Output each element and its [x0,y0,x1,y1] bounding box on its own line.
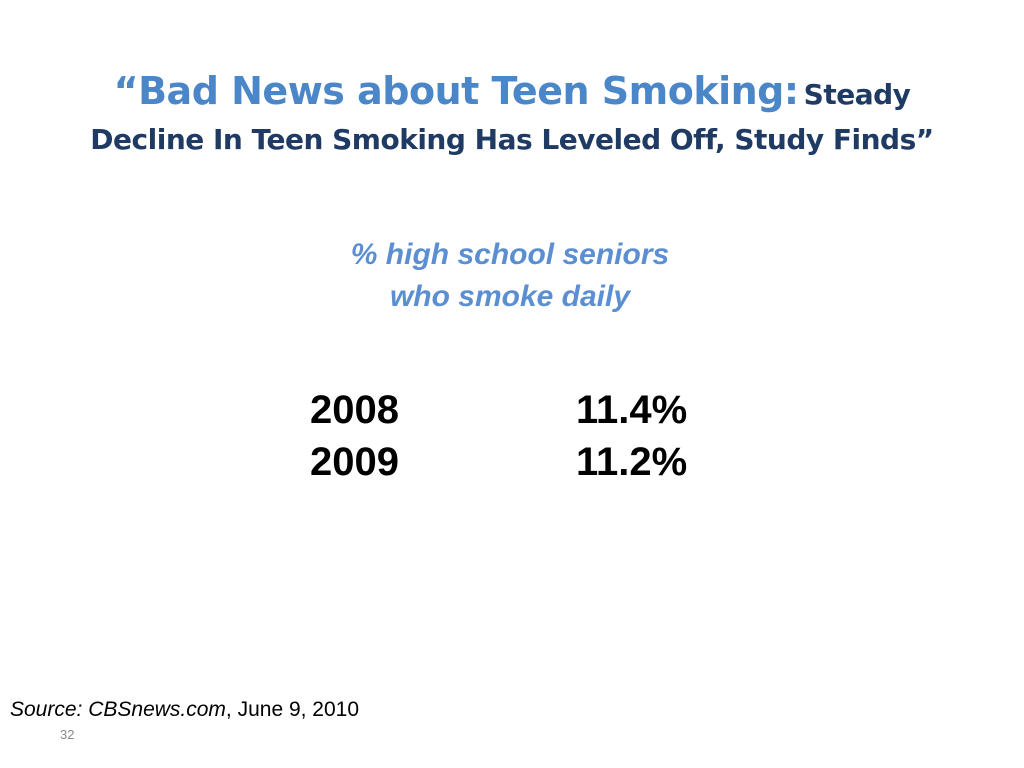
title-sub-text-part2: Decline In Teen Smoking Has Leveled Off,… [90,123,916,157]
source-label: Source: CBSnews.com [10,698,226,721]
slide-title: “Bad News about Teen Smoking: Steady Dec… [40,66,984,159]
title-sub-text-part1: Steady [803,78,911,111]
smoking-data-table: 2008 11.4% 2009 11.2% [310,384,716,488]
title-open-quote: “ [113,69,139,113]
table-subtitle: % high school seniors who smoke daily [200,234,820,318]
title-line-2: Decline In Teen Smoking Has Leveled Off,… [40,121,984,159]
row-year: 2009 [310,440,399,484]
title-main-text: Bad News about Teen Smoking: [138,69,799,113]
row-value: 11.2% [576,440,688,484]
title-line-1: “Bad News about Teen Smoking: Steady [40,66,984,117]
page-number: 32 [60,727,75,742]
table-row: 2008 11.4% [310,384,716,436]
subtitle-line-1: % high school seniors [350,238,670,271]
row-value: 11.4% [576,388,688,432]
table-row: 2009 11.2% [310,436,716,488]
source-date: , June 9, 2010 [225,698,360,721]
row-year: 2008 [310,388,399,432]
source-citation: Source: CBSnews.com, June 9, 2010 [10,698,359,722]
subtitle-line-2: who smoke daily [389,280,631,313]
title-close-quote: ” [915,123,934,157]
